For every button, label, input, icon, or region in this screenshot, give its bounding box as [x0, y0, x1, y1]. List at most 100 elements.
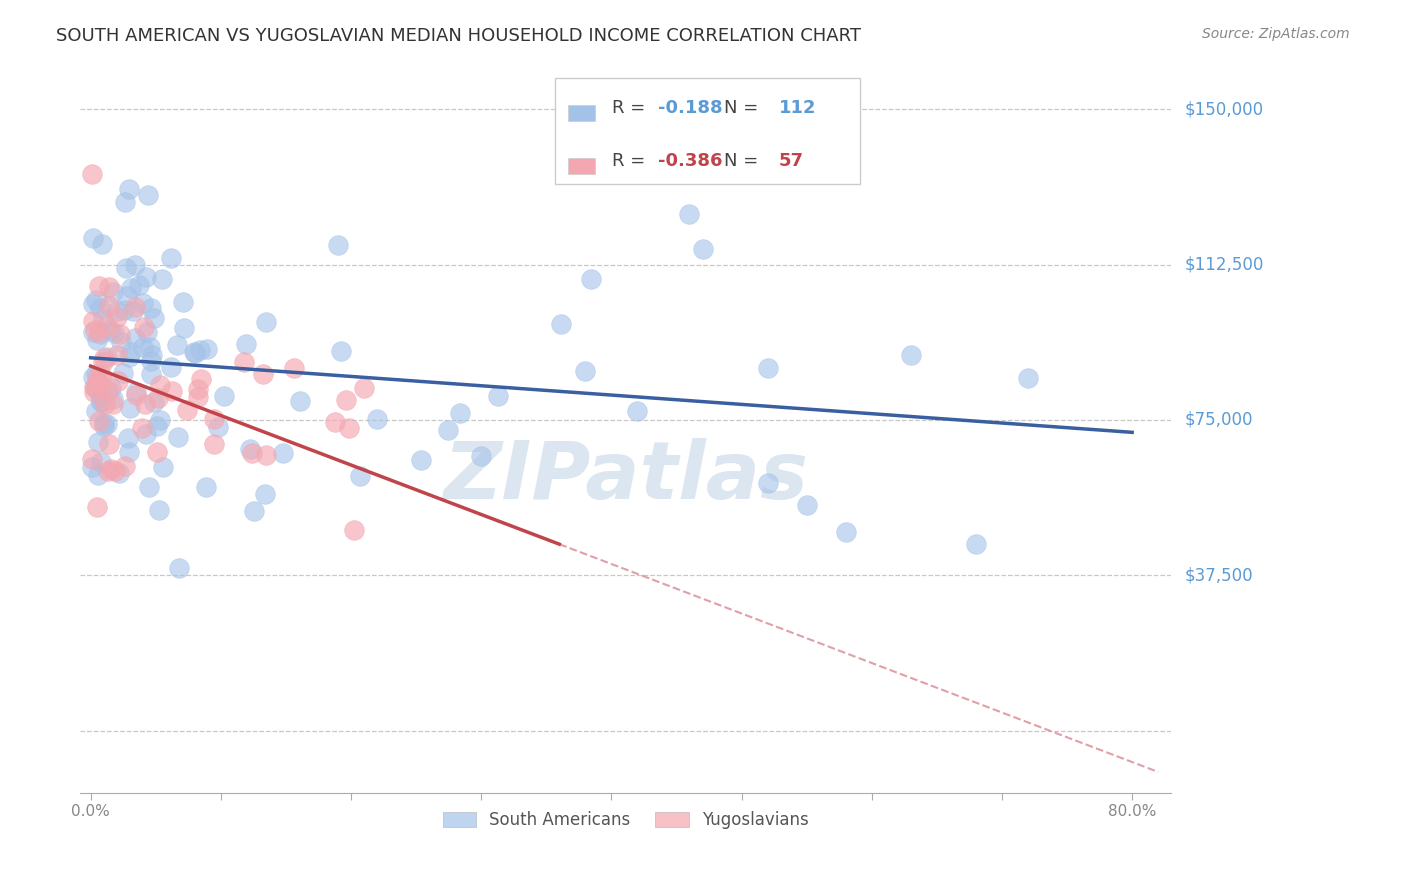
Point [288, 393, 311, 408]
Point [89, 326, 111, 341]
Point [93, 416, 115, 430]
Point [90, 455, 112, 469]
Point [101, 397, 124, 411]
Point [108, 467, 131, 481]
Point [325, 415, 347, 429]
Point [330, 343, 353, 358]
Text: ZIPatlas: ZIPatlas [443, 439, 808, 516]
Point [756, 476, 779, 491]
Point [90, 381, 112, 395]
Point [240, 446, 263, 460]
Point [97, 464, 120, 478]
Text: $75,000: $75,000 [1185, 411, 1254, 429]
Point [98, 437, 121, 451]
Point [118, 401, 141, 415]
Point [84, 293, 107, 307]
Point [335, 392, 357, 407]
Point [96, 417, 118, 431]
Point [900, 348, 922, 362]
Point [337, 420, 360, 434]
Point [82, 326, 104, 340]
Text: $112,500: $112,500 [1185, 256, 1264, 274]
FancyBboxPatch shape [555, 78, 860, 185]
Point [101, 285, 124, 299]
Point [107, 374, 129, 388]
FancyBboxPatch shape [568, 159, 595, 174]
Point [138, 188, 160, 202]
Point [159, 359, 181, 374]
Point [574, 364, 596, 378]
Point [692, 243, 714, 257]
Point [84, 368, 107, 382]
Point [87, 414, 110, 428]
Text: -0.386: -0.386 [658, 152, 723, 169]
Point [94, 397, 117, 411]
Point [190, 372, 212, 386]
Point [252, 368, 274, 382]
Point [796, 498, 818, 512]
Point [254, 487, 277, 501]
Point [125, 388, 148, 402]
Point [135, 270, 157, 285]
Point [283, 361, 305, 376]
Point [202, 411, 225, 425]
Point [142, 311, 165, 326]
Point [132, 319, 155, 334]
Point [139, 367, 162, 381]
Point [135, 326, 157, 340]
Text: R =: R = [612, 152, 651, 169]
Text: Source: ZipAtlas.com: Source: ZipAtlas.com [1202, 27, 1350, 41]
Point [84, 404, 107, 418]
Point [93, 354, 115, 368]
Text: R =: R = [612, 99, 651, 117]
Point [82, 231, 104, 245]
Point [114, 195, 136, 210]
Point [343, 523, 366, 537]
Point [176, 403, 198, 417]
Point [118, 182, 141, 196]
Point [124, 384, 146, 399]
Point [89, 279, 111, 293]
Text: 112: 112 [779, 99, 815, 117]
Point [105, 310, 128, 324]
Point [195, 343, 218, 357]
Point [103, 326, 125, 340]
Point [82, 369, 104, 384]
Point [349, 468, 371, 483]
Point [90, 236, 112, 251]
Text: -0.188: -0.188 [658, 99, 723, 117]
Point [366, 411, 388, 425]
Point [124, 301, 146, 315]
Point [134, 397, 156, 411]
Point [93, 419, 115, 434]
Point [187, 382, 209, 396]
Point [172, 295, 194, 310]
Point [84, 380, 107, 394]
Point [89, 388, 111, 402]
Point [86, 500, 108, 514]
Point [110, 327, 132, 342]
Point [132, 296, 155, 310]
Point [90, 394, 112, 409]
Point [110, 335, 132, 350]
Point [82, 460, 104, 475]
Point [183, 344, 205, 359]
Point [550, 317, 572, 331]
Point [146, 444, 169, 458]
Point [166, 430, 188, 444]
Point [107, 304, 129, 318]
Point [90, 393, 112, 408]
Text: N =: N = [724, 99, 763, 117]
Point [965, 537, 987, 551]
Text: 57: 57 [779, 152, 803, 169]
Point [117, 444, 139, 458]
Point [139, 301, 162, 316]
Point [98, 299, 121, 313]
Point [166, 338, 188, 352]
Point [98, 280, 121, 294]
Point [470, 449, 492, 463]
Point [678, 207, 700, 221]
Point [87, 467, 110, 482]
Point [202, 437, 225, 451]
Text: $37,500: $37,500 [1185, 566, 1254, 584]
